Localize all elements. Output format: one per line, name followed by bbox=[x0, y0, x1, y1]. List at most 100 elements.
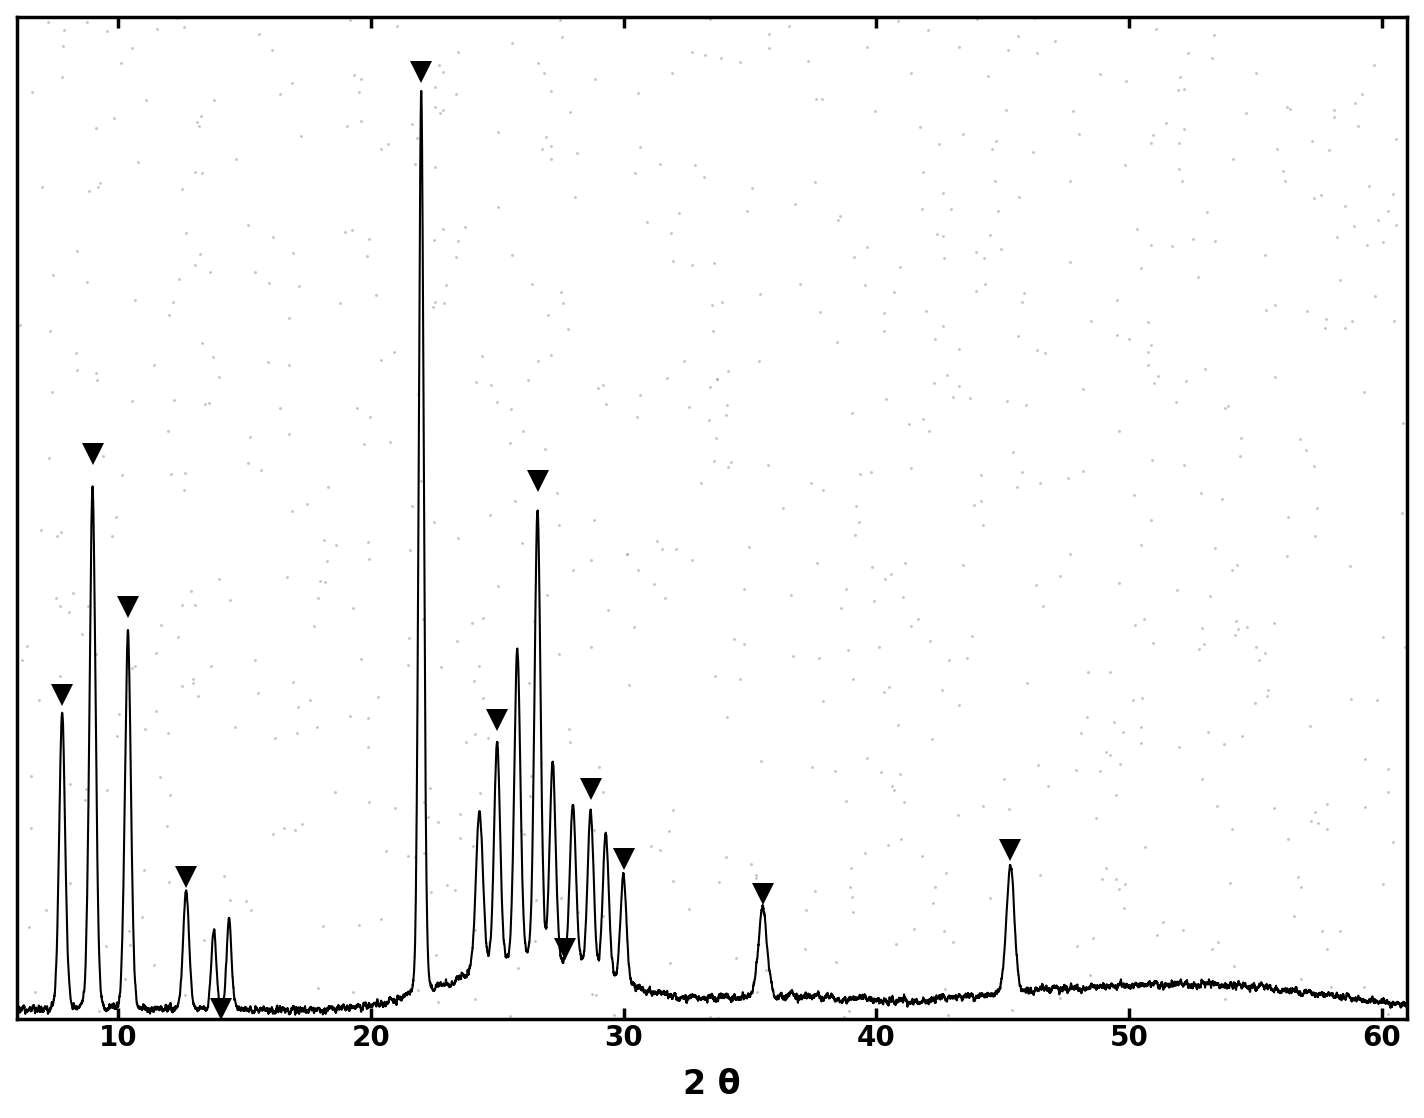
Point bbox=[567, 903, 590, 921]
Point bbox=[889, 258, 911, 276]
Point bbox=[877, 836, 900, 854]
Point bbox=[1007, 328, 1030, 345]
Point bbox=[625, 408, 648, 426]
Point bbox=[58, 775, 81, 793]
Point bbox=[921, 730, 944, 748]
Point bbox=[937, 1006, 960, 1024]
Point bbox=[376, 135, 399, 153]
Point bbox=[941, 932, 964, 950]
Point bbox=[1213, 991, 1236, 1008]
Point bbox=[159, 465, 182, 483]
Point bbox=[101, 528, 124, 546]
Point bbox=[397, 984, 420, 1002]
Point bbox=[1115, 72, 1138, 89]
Point bbox=[1037, 777, 1059, 795]
Point bbox=[1165, 392, 1188, 410]
Point bbox=[357, 550, 380, 568]
Point bbox=[356, 738, 379, 756]
Point bbox=[249, 461, 272, 479]
Point bbox=[1236, 618, 1259, 636]
Point bbox=[1303, 457, 1326, 475]
Point bbox=[1106, 574, 1129, 591]
Point bbox=[142, 956, 165, 974]
Point bbox=[10, 652, 33, 670]
Point bbox=[662, 252, 685, 269]
Point bbox=[1161, 237, 1183, 255]
Point bbox=[524, 932, 547, 950]
Point bbox=[369, 351, 392, 369]
Point bbox=[545, 484, 568, 502]
Point bbox=[733, 635, 756, 653]
Point bbox=[386, 17, 409, 35]
Point bbox=[1229, 447, 1252, 465]
Point bbox=[883, 781, 906, 799]
Point bbox=[134, 720, 157, 738]
Point bbox=[103, 108, 125, 126]
Point bbox=[990, 240, 1012, 258]
Point bbox=[1346, 117, 1368, 135]
Point bbox=[470, 348, 493, 366]
Point bbox=[1329, 922, 1351, 940]
Point bbox=[199, 657, 222, 675]
Point bbox=[88, 174, 111, 192]
Point bbox=[430, 657, 453, 675]
Point bbox=[295, 495, 318, 513]
Point bbox=[617, 544, 639, 562]
Point bbox=[1245, 64, 1267, 82]
Point bbox=[1219, 874, 1242, 892]
Point bbox=[1007, 188, 1030, 206]
Point bbox=[1142, 126, 1165, 144]
Point bbox=[1065, 761, 1088, 779]
Point bbox=[985, 132, 1008, 150]
Point bbox=[923, 330, 946, 348]
Point bbox=[1195, 203, 1218, 221]
Point bbox=[281, 502, 303, 520]
Point bbox=[350, 651, 373, 669]
Point bbox=[487, 577, 510, 595]
Point bbox=[105, 508, 128, 525]
Point bbox=[168, 269, 191, 287]
Point bbox=[703, 667, 726, 685]
Point bbox=[931, 681, 954, 699]
Point bbox=[1141, 634, 1163, 652]
Point bbox=[1263, 799, 1286, 817]
Point bbox=[978, 226, 1001, 244]
X-axis label: 2 θ: 2 θ bbox=[684, 1069, 740, 1101]
Point bbox=[162, 390, 185, 408]
Point bbox=[1134, 837, 1156, 855]
Point bbox=[793, 940, 816, 958]
Point bbox=[468, 657, 491, 675]
Point bbox=[30, 521, 53, 539]
Point bbox=[1118, 330, 1141, 348]
Point bbox=[286, 724, 309, 742]
Point bbox=[772, 499, 795, 517]
Point bbox=[662, 872, 685, 890]
Point bbox=[584, 70, 607, 88]
Point bbox=[1367, 211, 1390, 229]
Point bbox=[468, 784, 491, 802]
Point bbox=[1015, 674, 1038, 692]
Point bbox=[397, 656, 420, 674]
Point bbox=[444, 881, 467, 899]
Point bbox=[510, 821, 533, 838]
Point bbox=[357, 229, 380, 247]
Point bbox=[779, 586, 802, 604]
Point bbox=[1341, 312, 1364, 330]
Point bbox=[404, 155, 427, 173]
Point bbox=[191, 163, 214, 181]
Point bbox=[1296, 302, 1319, 320]
Point bbox=[1290, 970, 1313, 988]
Point bbox=[111, 466, 134, 484]
Point bbox=[241, 901, 263, 919]
Point bbox=[256, 353, 279, 371]
Point bbox=[1168, 160, 1190, 178]
Point bbox=[188, 245, 211, 263]
Point bbox=[1287, 868, 1310, 885]
Point bbox=[1062, 102, 1085, 120]
Point bbox=[191, 334, 214, 352]
Point bbox=[225, 150, 248, 168]
Point bbox=[1279, 100, 1302, 117]
Point bbox=[182, 674, 205, 692]
Point bbox=[1229, 429, 1252, 447]
Point bbox=[917, 421, 940, 439]
